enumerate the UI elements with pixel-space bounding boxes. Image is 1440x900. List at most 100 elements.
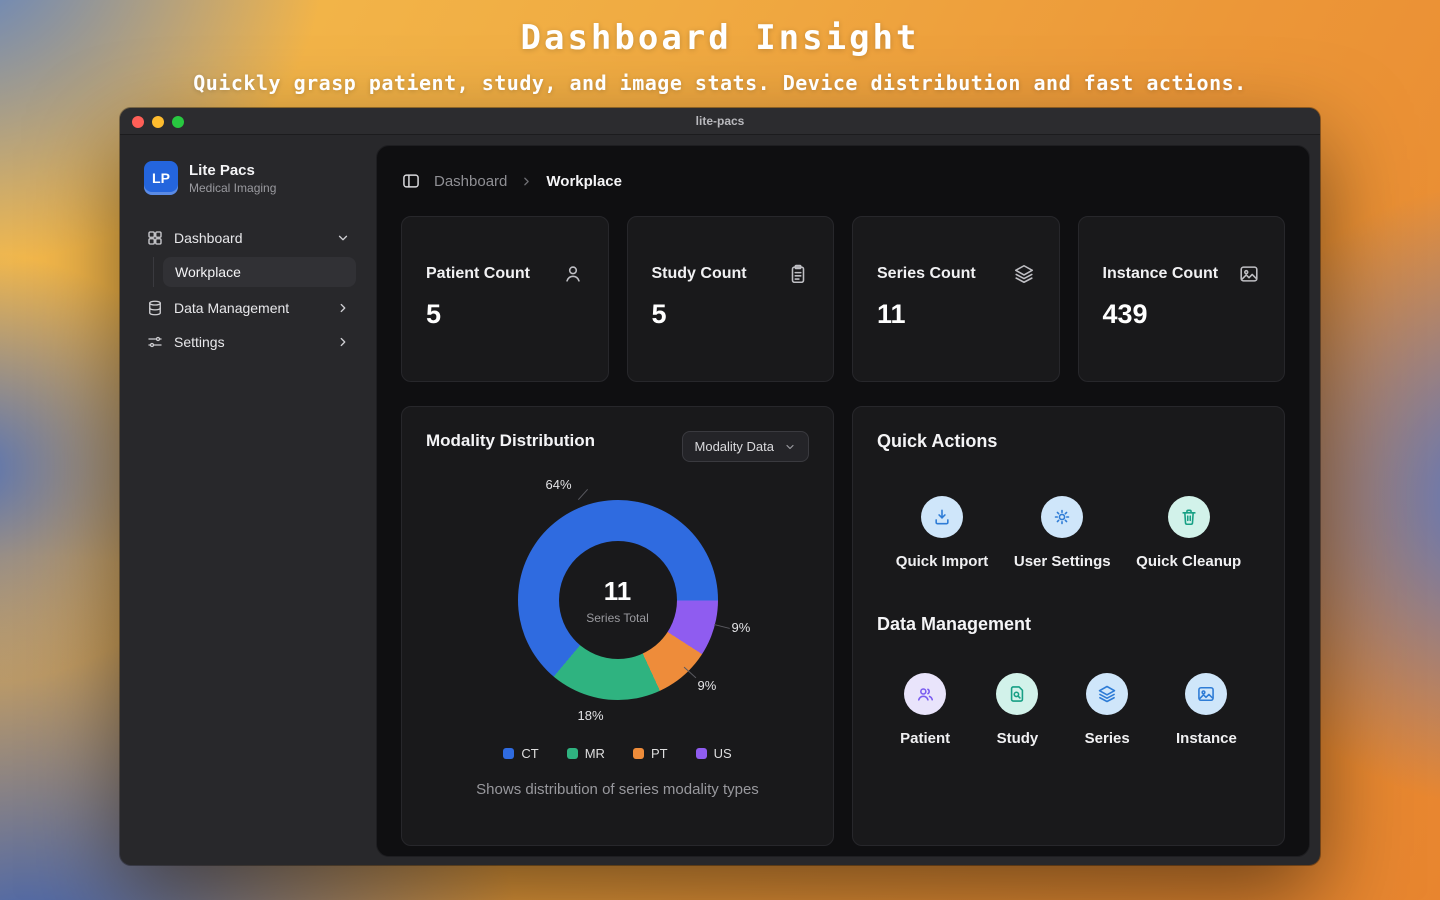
action-label: Quick Cleanup	[1136, 553, 1242, 570]
dropdown-value: Modality Data	[694, 439, 774, 454]
breadcrumb: Dashboard Workplace	[401, 166, 1285, 196]
stat-label: Study Count	[651, 265, 747, 282]
chevron-right-icon	[336, 335, 350, 349]
legend-label: PT	[650, 746, 668, 761]
sidebar-item-label: Data Management	[174, 300, 290, 316]
users-icon	[904, 673, 947, 715]
image-icon	[1238, 263, 1260, 285]
file-search-icon	[996, 673, 1039, 715]
layers-icon	[1086, 673, 1129, 715]
modality-card-title: Modality Distribution	[426, 431, 596, 450]
leader-line	[577, 488, 588, 501]
user-settings-button[interactable]: User Settings	[1014, 496, 1111, 570]
legend-label: CT	[521, 746, 539, 761]
donut-center: 11 Series Total	[558, 541, 677, 659]
modality-data-dropdown[interactable]: Modality Data	[681, 431, 809, 462]
action-label: Quick Import	[895, 553, 989, 570]
legend-item-pt[interactable]: PT	[632, 746, 668, 761]
quick-import-button[interactable]: Quick Import	[895, 496, 989, 570]
quick-cleanup-button[interactable]: Quick Cleanup	[1136, 496, 1241, 570]
legend-item-us[interactable]: US	[695, 746, 732, 761]
logo-badge: LP	[144, 161, 178, 195]
stat-value: 439	[1102, 299, 1148, 329]
stat-value: 5	[426, 299, 442, 329]
app-window: lite-pacs LP Lite Pacs Medical Imaging D…	[120, 108, 1320, 865]
legend-label: MR	[584, 746, 605, 761]
breadcrumb-current: Workplace	[546, 172, 622, 190]
pct-label-ct: 64%	[545, 477, 572, 492]
legend-swatch-mr	[566, 748, 578, 759]
action-label: Instance	[1175, 730, 1237, 747]
stats-row: Patient Count 5 Study Count 5	[401, 216, 1285, 382]
hero-header: Dashboard Insight Quickly grasp patient,…	[0, 0, 1440, 95]
stat-value: 5	[651, 299, 667, 329]
chevron-right-icon	[520, 175, 533, 188]
stat-label: Instance Count	[1102, 265, 1219, 282]
chart-caption: Shows distribution of series modality ty…	[476, 781, 759, 798]
quick-actions-row: Quick Import User Settings	[877, 496, 1260, 570]
grid-icon	[146, 229, 164, 247]
legend-item-ct[interactable]: CT	[503, 746, 539, 761]
pct-label-pt: 9%	[697, 678, 717, 693]
legend-item-mr[interactable]: MR	[566, 746, 605, 761]
stat-label: Patient Count	[426, 265, 530, 282]
pct-label-us: 9%	[731, 620, 751, 635]
sliders-icon	[146, 333, 164, 351]
gear-icon	[1041, 496, 1084, 538]
sidebar: LP Lite Pacs Medical Imaging Dashboard	[120, 135, 376, 865]
stat-label: Series Count	[877, 265, 976, 282]
zoom-button[interactable]	[172, 116, 184, 128]
layers-icon	[1013, 263, 1035, 285]
page-title: Dashboard Insight	[520, 18, 920, 58]
main-panel: Dashboard Workplace Patient Count 5	[376, 145, 1310, 857]
pct-label-mr: 18%	[577, 708, 604, 723]
legend-swatch-ct	[503, 748, 515, 759]
minimize-button[interactable]	[152, 116, 164, 128]
action-label: User Settings	[1013, 553, 1111, 570]
sidebar-item-data-management[interactable]: Data Management	[140, 291, 356, 325]
clipboard-icon	[787, 263, 809, 285]
sidebar-toggle-icon[interactable]	[401, 171, 421, 191]
sidebar-item-label: Settings	[174, 334, 225, 350]
data-management-row: Patient Study Series	[877, 673, 1260, 747]
stat-card-study-count: Study Count 5	[626, 216, 834, 382]
modality-donut-chart: 11 Series Total 64% 18% 9% 9%	[517, 477, 750, 723]
stat-card-series-count: Series Count 11	[852, 216, 1060, 382]
stat-value: 11	[877, 299, 906, 329]
sidebar-item-label: Dashboard	[174, 230, 243, 246]
trash-icon	[1167, 496, 1210, 538]
action-label: Series	[1084, 730, 1130, 747]
action-label: Study	[996, 730, 1039, 747]
sidebar-item-dashboard[interactable]: Dashboard	[140, 221, 356, 255]
action-label: Patient	[900, 730, 951, 747]
stat-card-instance-count: Instance Count 439	[1077, 216, 1285, 382]
chevron-down-icon	[784, 441, 796, 453]
instance-button[interactable]: Instance	[1176, 673, 1237, 747]
person-icon	[562, 263, 584, 285]
chevron-down-icon	[336, 231, 350, 245]
chevron-right-icon	[336, 301, 350, 315]
chart-legend: CT MR PT US	[426, 746, 809, 761]
stat-card-patient-count: Patient Count 5	[401, 216, 609, 382]
window-title: lite-pacs	[695, 114, 745, 128]
data-management-title: Data Management	[877, 614, 1032, 634]
leader-line	[713, 624, 730, 629]
modality-distribution-card: Modality Distribution Modality Data 11	[401, 406, 834, 846]
dashboard-submenu: Workplace	[153, 257, 356, 287]
close-button[interactable]	[132, 116, 144, 128]
quick-actions-title: Quick Actions	[877, 431, 998, 451]
sidebar-nav: Dashboard Workplace Data Management	[140, 221, 356, 359]
traffic-lights	[132, 116, 184, 128]
series-button[interactable]: Series	[1085, 673, 1130, 747]
sidebar-item-settings[interactable]: Settings	[140, 325, 356, 359]
sidebar-item-workplace[interactable]: Workplace	[163, 257, 356, 287]
database-icon	[146, 299, 164, 317]
breadcrumb-dashboard[interactable]: Dashboard	[434, 172, 508, 190]
window-titlebar[interactable]: lite-pacs	[120, 108, 1320, 135]
study-button[interactable]: Study	[996, 673, 1039, 747]
quick-actions-card: Quick Actions Quick Import	[852, 406, 1285, 846]
sidebar-item-label: Workplace	[175, 264, 241, 280]
window-body: LP Lite Pacs Medical Imaging Dashboard	[120, 135, 1320, 865]
app-logo: LP Lite Pacs Medical Imaging	[140, 161, 356, 195]
patient-button[interactable]: Patient	[900, 673, 950, 747]
